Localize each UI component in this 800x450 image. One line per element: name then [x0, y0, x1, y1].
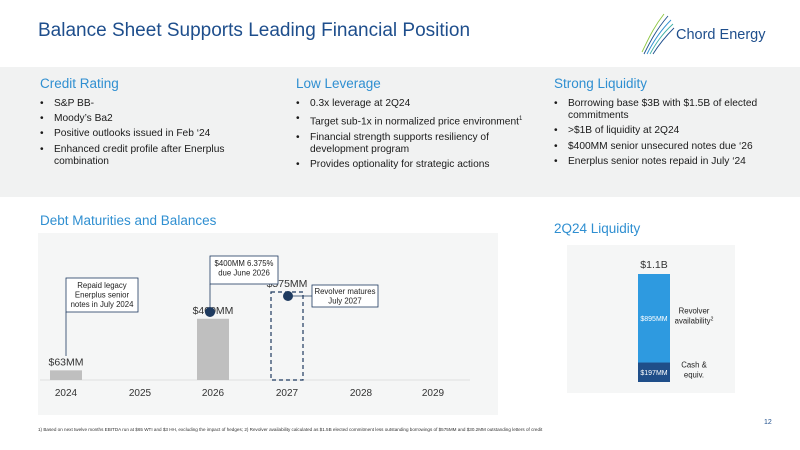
liquidity-series-label: Revolver — [679, 306, 710, 315]
debt-bar — [50, 370, 82, 380]
liquidity-bar-revolver — [638, 274, 670, 363]
list-item: Enhanced credit profile after Enerplus c… — [40, 144, 270, 168]
list-item: $400MM senior unsecured notes due ‘26 — [554, 141, 774, 153]
liquidity-series-label: equiv. — [684, 370, 704, 379]
logo-text: Chord Energy — [676, 27, 766, 43]
liquidity-total-label: $1.1B — [640, 259, 667, 271]
low-leverage-title: Low Leverage — [296, 76, 381, 91]
list-item-text: Target sub-1x in normalized price enviro… — [310, 116, 519, 128]
list-item: Target sub-1x in normalized price enviro… — [296, 113, 532, 129]
list-item: 0.3x leverage at 2Q24 — [296, 98, 532, 110]
footnote: 1) Based on next twelve months EBITDA ru… — [38, 427, 543, 432]
strong-liquidity-title: Strong Liquidity — [554, 76, 648, 91]
annotation-text: July 2027 — [328, 297, 361, 306]
annotation-text: Enerplus senior — [75, 291, 130, 300]
annotation-text: Revolver matures — [314, 287, 375, 296]
logo-mark-icon — [641, 13, 675, 55]
x-tick-label: 2025 — [129, 388, 152, 399]
x-tick-label: 2026 — [202, 388, 225, 399]
strong-liquidity-list: Borrowing base $3B with $1.5B of elected… — [554, 98, 774, 171]
annotation-text: due June 2026 — [218, 269, 270, 278]
liquidity-segment-value: $895MM — [640, 316, 667, 323]
low-leverage-list: 0.3x leverage at 2Q24 Target sub-1x in n… — [296, 98, 532, 174]
x-tick-label: 2028 — [350, 388, 373, 399]
annotation-dot — [283, 291, 293, 301]
liquidity-series-label: Cash & — [681, 360, 707, 369]
debt-bar — [197, 318, 229, 380]
list-item: Borrowing base $3B with $1.5B of elected… — [554, 98, 774, 122]
list-item: Enerplus senior notes repaid in July ‘24 — [554, 156, 774, 168]
liquidity-segment-value: $197MM — [640, 370, 667, 377]
annotation-dot — [205, 307, 215, 317]
list-item: >$1B of liquidity at 2Q24 — [554, 125, 774, 137]
list-item: S&P BB- — [40, 98, 270, 110]
annotation-text: $400MM 6.375% — [215, 259, 274, 268]
liquidity-title: 2Q24 Liquidity — [554, 221, 641, 236]
list-item: Moody’s Ba2 — [40, 113, 270, 125]
list-item: Financial strength supports resiliency o… — [296, 132, 532, 156]
debt-bar-value-label: $63MM — [48, 356, 83, 368]
annotation-box — [65, 277, 139, 313]
footnote-ref-1: 1 — [518, 116, 523, 123]
annotation-text: Repaid legacy — [77, 281, 127, 290]
x-tick-label: 2024 — [55, 388, 78, 399]
debt-maturities-title: Debt Maturities and Balances — [40, 213, 217, 228]
chord-energy-logo — [641, 13, 675, 55]
x-tick-label: 2027 — [276, 388, 299, 399]
list-item: Provides optionality for strategic actio… — [296, 159, 532, 171]
credit-rating-list: S&P BB- Moody’s Ba2 Positive outlooks is… — [40, 98, 270, 171]
list-item: Positive outlooks issued in Feb ‘24 — [40, 128, 270, 140]
annotation-box — [209, 255, 279, 285]
credit-rating-title: Credit Rating — [40, 76, 119, 91]
liquidity-series-label: availability2 — [675, 316, 714, 325]
annotation-text: notes in July 2024 — [71, 300, 135, 309]
page-number: 12 — [764, 419, 772, 426]
footnote-ref-2: 2 — [711, 316, 714, 322]
x-tick-label: 2029 — [422, 388, 445, 399]
page-title: Balance Sheet Supports Leading Financial… — [38, 20, 471, 41]
liquidity-bar-cash — [638, 362, 670, 382]
